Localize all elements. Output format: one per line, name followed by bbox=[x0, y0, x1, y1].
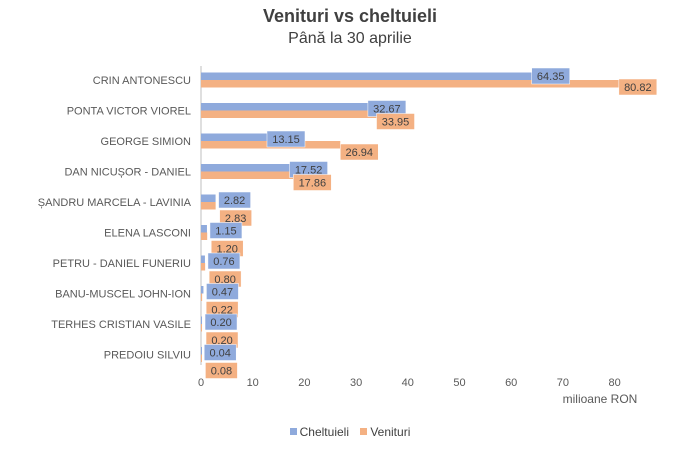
category-label: PREDOIU SILVIU bbox=[104, 350, 191, 362]
legend-item-venituri: Venituri bbox=[360, 425, 410, 439]
data-label-venituri: 26.94 bbox=[346, 147, 374, 159]
legend-swatch-cheltuieli bbox=[289, 428, 297, 435]
bar-venituri bbox=[201, 232, 208, 240]
category-label: TERHES CRISTIAN VASILE bbox=[51, 319, 191, 331]
data-label-venituri: 0.20 bbox=[211, 335, 232, 347]
x-tick-label: 70 bbox=[557, 377, 569, 389]
bar-cheltuieli bbox=[201, 347, 202, 355]
category-label: ȘANDRU MARCELA - LAVINIA bbox=[38, 197, 192, 209]
x-axis-title: milioane RON bbox=[563, 392, 638, 406]
chart-subtitle: Până la 30 aprilie bbox=[288, 30, 412, 47]
bar-venituri bbox=[201, 263, 206, 271]
data-label-box-cheltuieli bbox=[218, 191, 251, 209]
data-label-box-cheltuieli bbox=[203, 344, 237, 361]
data-label-cheltuieli: 0.47 bbox=[212, 287, 233, 299]
category-label: GEORGE SIMION bbox=[101, 136, 192, 148]
bar-venituri bbox=[201, 293, 203, 301]
x-tick-label: 10 bbox=[247, 377, 259, 389]
data-label-box-venituri bbox=[205, 362, 238, 379]
data-label-box-cheltuieli bbox=[266, 130, 306, 148]
data-label-cheltuieli: 1.15 bbox=[215, 226, 236, 238]
legend-label-cheltuieli: Cheltuieli bbox=[299, 424, 349, 439]
legend-label-venituri: Venituri bbox=[370, 424, 411, 439]
data-label-box-venituri bbox=[340, 143, 379, 161]
data-label-box-venituri bbox=[618, 78, 658, 96]
data-label-box-cheltuieli bbox=[531, 67, 570, 85]
bar-cheltuieli bbox=[201, 133, 269, 141]
bar-chart: CRIN ANTONESCU PONTA VICTOR VIOREL GEORGE … bbox=[38, 66, 658, 406]
data-label-venituri: 0.08 bbox=[211, 366, 232, 378]
data-label-venituri: 0.80 bbox=[214, 274, 235, 286]
data-label-box-cheltuieli bbox=[209, 222, 243, 239]
category-label: PETRU - DANIEL FUNERIU bbox=[53, 258, 191, 270]
bar-cheltuieli bbox=[201, 286, 204, 294]
category-label: CRIN ANTONESCU bbox=[93, 75, 191, 87]
data-label-cheltuieli: 32.67 bbox=[373, 104, 401, 116]
bar-venituri bbox=[201, 110, 377, 118]
bar-cheltuieli bbox=[201, 103, 370, 111]
data-label-cheltuieli: 13.15 bbox=[272, 134, 300, 146]
data-label-cheltuieli: 17.52 bbox=[295, 165, 323, 177]
data-label-cheltuieli: 64.35 bbox=[537, 71, 565, 83]
data-label-box-venituri bbox=[293, 174, 332, 191]
data-label-box-cheltuieli bbox=[207, 252, 241, 270]
bar-cheltuieli bbox=[201, 255, 205, 263]
data-label-venituri: 0.22 bbox=[211, 305, 232, 317]
data-label-venituri: 1.20 bbox=[216, 244, 237, 256]
data-label-box-cheltuieli bbox=[206, 283, 239, 300]
data-label-cheltuieli: 0.04 bbox=[209, 348, 230, 360]
bar-cheltuieli bbox=[201, 164, 292, 172]
x-tick-label: 80 bbox=[608, 377, 620, 389]
bar-cheltuieli bbox=[201, 316, 203, 324]
bar-cheltuieli bbox=[201, 72, 534, 80]
category-label: ELENA LASCONI bbox=[104, 228, 191, 240]
bar-venituri bbox=[201, 324, 203, 332]
data-label-venituri: 2.83 bbox=[225, 213, 246, 225]
x-tick-label: 20 bbox=[298, 377, 310, 389]
category-label: BANU-MUSCEL JOHN-ION bbox=[55, 289, 191, 301]
legend-item-cheltuieli: Cheltuieli bbox=[289, 424, 349, 439]
bar-venituri bbox=[201, 202, 216, 210]
x-tick-label: 40 bbox=[402, 377, 414, 389]
bar-cheltuieli bbox=[201, 194, 216, 202]
x-tick-label: 50 bbox=[453, 377, 465, 389]
bar-cheltuieli bbox=[201, 225, 207, 233]
data-label-box-venituri bbox=[376, 113, 415, 130]
bar-venituri bbox=[201, 171, 294, 179]
data-label-cheltuieli: 0.20 bbox=[210, 317, 231, 329]
data-label-venituri: 33.95 bbox=[382, 117, 410, 129]
data-label-box-cheltuieli bbox=[204, 313, 238, 331]
x-tick-label: 60 bbox=[505, 377, 517, 389]
x-tick-label: 0 bbox=[198, 377, 204, 389]
x-tick-label: 30 bbox=[350, 377, 362, 389]
data-label-venituri: 80.82 bbox=[624, 82, 652, 94]
category-label: PONTA VICTOR VIOREL bbox=[67, 106, 191, 118]
legend: Cheltuieli Venituri bbox=[0, 424, 700, 439]
category-label: DAN NICUȘOR - DANIEL bbox=[64, 167, 191, 179]
chart-title: Venituri vs cheltuieli bbox=[262, 6, 438, 26]
data-label-venituri: 17.86 bbox=[299, 178, 327, 190]
bar-venituri bbox=[201, 80, 619, 88]
data-label-cheltuieli: 2.82 bbox=[224, 195, 245, 207]
data-label-cheltuieli: 0.76 bbox=[213, 256, 234, 268]
bar-venituri bbox=[201, 354, 202, 362]
legend-swatch-venituri bbox=[360, 428, 368, 435]
